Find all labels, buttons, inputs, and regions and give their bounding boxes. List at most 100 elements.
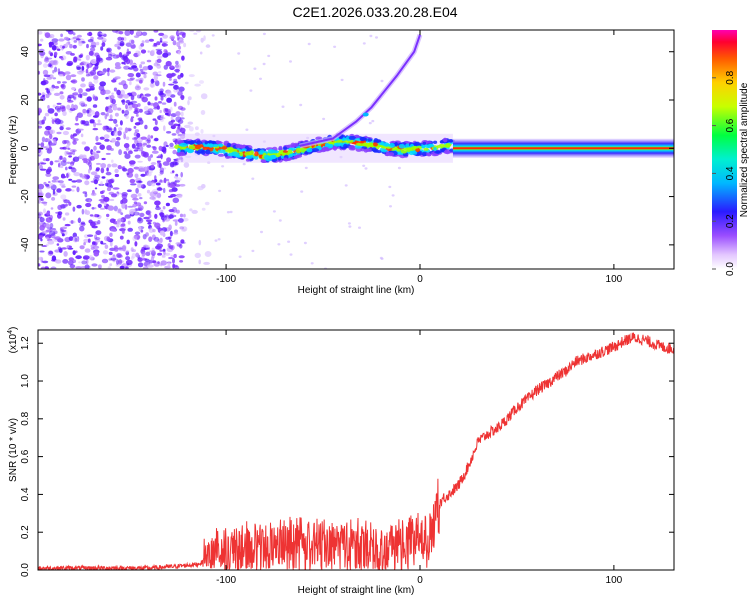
- noise-dot: [66, 96, 72, 102]
- noise-dot: [111, 159, 114, 163]
- noise-dot: [81, 77, 85, 82]
- band-dot: [235, 143, 241, 149]
- noise-dot: [118, 31, 124, 35]
- colorbar-tick-label: 0.2: [725, 214, 736, 228]
- noise-dot: [299, 103, 303, 107]
- noise-dot: [38, 125, 43, 129]
- noise-dot: [199, 51, 203, 55]
- spectrogram-ytick-label: 40: [20, 46, 31, 58]
- noise-dot: [110, 228, 117, 232]
- noise-dot: [69, 44, 73, 49]
- noise-dot: [129, 178, 136, 184]
- noise-dot: [344, 184, 348, 187]
- noise-dot: [88, 199, 92, 203]
- noise-dot: [110, 257, 117, 261]
- noise-dot: [221, 165, 225, 168]
- noise-dot: [53, 180, 61, 183]
- noise-dot: [86, 43, 89, 49]
- noise-dot: [107, 266, 111, 269]
- noise-dot: [54, 236, 61, 241]
- noise-dot: [123, 151, 128, 155]
- noise-dot: [140, 136, 147, 140]
- noise-dot: [85, 258, 89, 265]
- noise-dot: [50, 266, 57, 269]
- noise-dot: [179, 243, 183, 249]
- noise-dot: [166, 97, 173, 103]
- noise-dot: [165, 202, 170, 207]
- noise-dot: [129, 30, 134, 35]
- noise-dot: [89, 110, 95, 115]
- noise-dot: [151, 247, 155, 251]
- noise-dot: [340, 78, 344, 82]
- noise-dot: [159, 212, 164, 216]
- noise-dot: [164, 108, 169, 112]
- noise-dot: [189, 208, 193, 212]
- band-dot: [373, 142, 378, 147]
- noise-dot: [105, 171, 112, 176]
- noise-dot: [147, 108, 154, 114]
- noise-dot: [173, 78, 178, 82]
- noise-dot: [147, 65, 153, 71]
- noise-dot: [169, 142, 174, 147]
- noise-dot: [157, 55, 163, 59]
- noise-dot: [134, 154, 141, 159]
- noise-dot: [125, 114, 129, 119]
- band-dot: [282, 150, 288, 153]
- spectrogram-xtick-label: 0: [417, 274, 423, 285]
- noise-dot: [189, 126, 194, 132]
- noise-dot: [178, 183, 186, 187]
- band-dot: [179, 142, 188, 147]
- noise-dot: [172, 81, 178, 84]
- noise-dot: [245, 128, 249, 131]
- noise-dot: [199, 80, 204, 84]
- noise-dot: [158, 180, 166, 183]
- noise-dot: [53, 41, 58, 46]
- noise-dot: [162, 148, 167, 154]
- noise-dot: [262, 32, 266, 36]
- noise-dot: [56, 188, 62, 193]
- band-dot: [364, 143, 373, 146]
- noise-dot: [44, 112, 50, 117]
- noise-dot: [68, 155, 72, 158]
- noise-dot: [144, 93, 151, 97]
- noise-dot: [63, 36, 69, 41]
- band-dot: [306, 147, 313, 153]
- noise-dot: [173, 253, 177, 259]
- noise-dot: [78, 54, 83, 58]
- noise-dot: [53, 92, 61, 96]
- noise-dot: [81, 260, 87, 265]
- noise-dot: [150, 255, 155, 262]
- noise-dot: [172, 197, 180, 204]
- noise-dot: [155, 206, 161, 211]
- noise-dot: [143, 106, 149, 111]
- band-dot: [415, 141, 421, 146]
- noise-dot: [162, 52, 169, 58]
- noise-dot: [134, 129, 140, 133]
- noise-dot: [126, 239, 130, 245]
- noise-dot: [143, 166, 148, 172]
- noise-dot: [38, 143, 41, 146]
- noise-dot: [159, 37, 163, 42]
- noise-dot: [107, 105, 113, 110]
- noise-dot: [197, 185, 204, 191]
- noise-dot: [63, 199, 70, 204]
- noise-dot: [59, 165, 64, 169]
- noise-dot: [96, 150, 101, 154]
- noise-dot: [56, 107, 61, 113]
- noise-dot: [191, 209, 198, 214]
- noise-dot: [174, 68, 181, 72]
- noise-dot: [38, 70, 41, 75]
- noise-dot: [69, 107, 76, 111]
- noise-dot: [47, 240, 55, 245]
- noise-dot: [87, 238, 91, 243]
- noise-dot: [156, 41, 161, 46]
- noise-dot: [40, 38, 44, 42]
- band-dot: [239, 145, 247, 149]
- noise-dot: [49, 230, 56, 236]
- noise-dot: [85, 68, 89, 74]
- noise-dot: [100, 190, 104, 195]
- noise-dot: [148, 38, 154, 42]
- noise-dot: [127, 150, 133, 155]
- noise-dot: [175, 60, 179, 65]
- noise-dot: [117, 165, 122, 170]
